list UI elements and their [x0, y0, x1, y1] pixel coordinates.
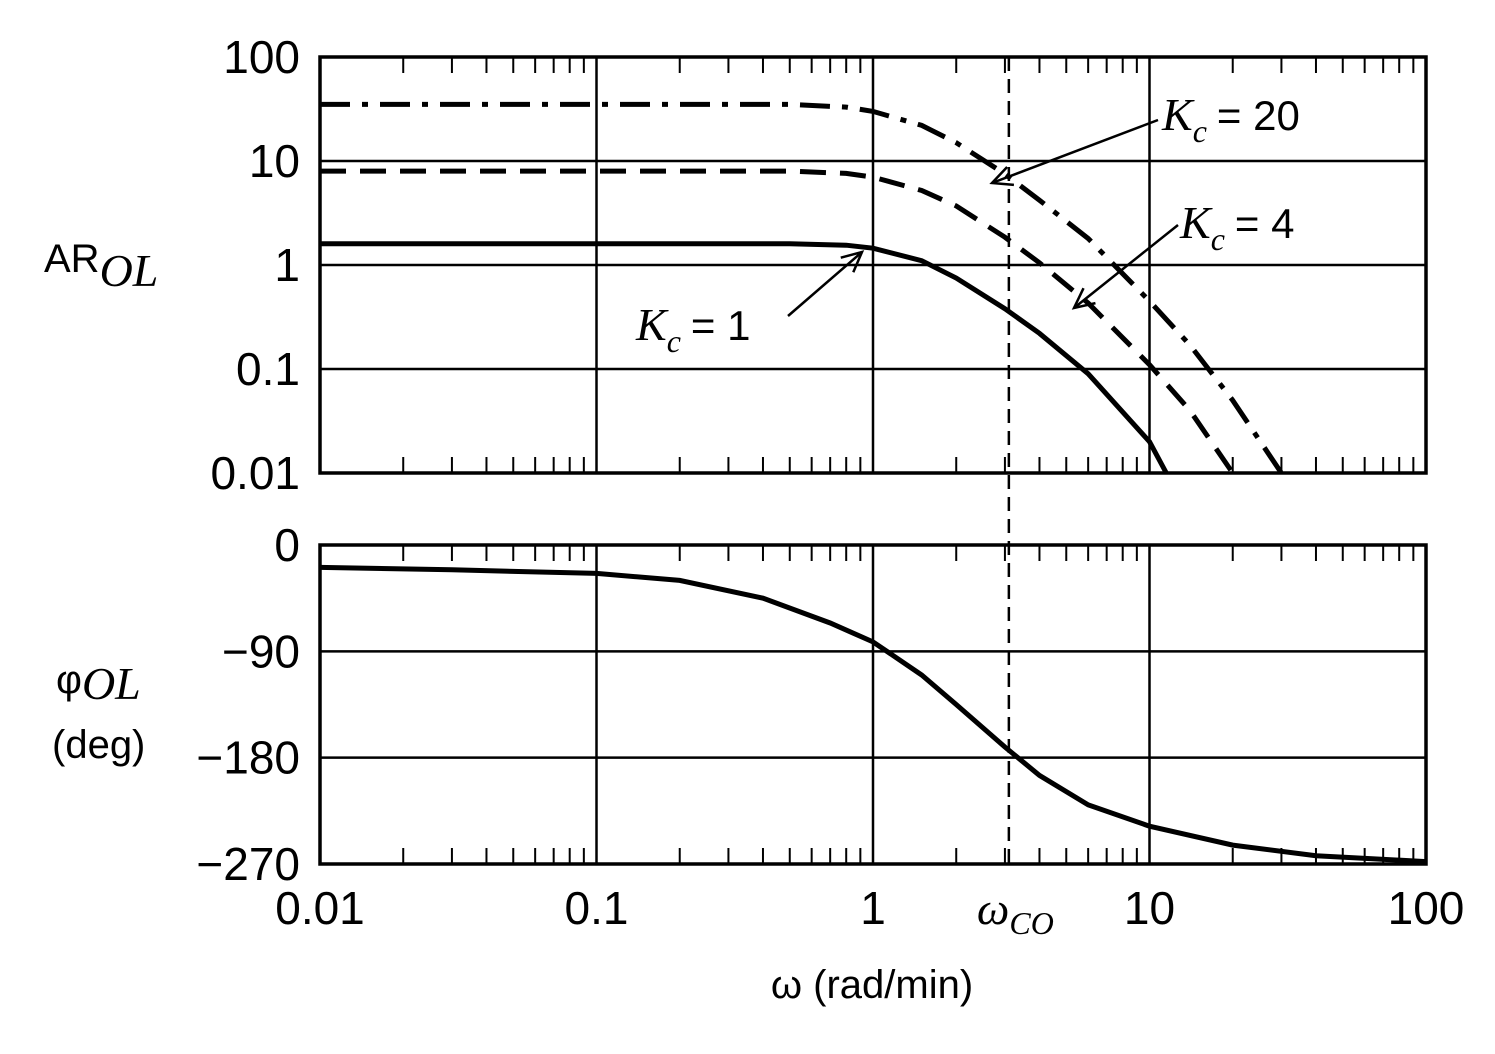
x-tick-label: 100: [1388, 882, 1465, 934]
magnitude-y-tick-label: 0.1: [236, 343, 300, 395]
magnitude-y-tick-label: 1: [274, 239, 300, 291]
magnitude-series-line-1: [320, 241, 1169, 475]
phase-y-tick-label: −90: [222, 625, 300, 677]
label-kc-4-arrowhead: [1071, 287, 1096, 310]
label-kc-4-leader: [1073, 224, 1179, 309]
phase-y-tick-label: −180: [196, 732, 300, 784]
magnitude-frame: [318, 55, 1428, 475]
magnitude-y-tick-label: 10: [249, 135, 300, 187]
magnitude-series-line-3: [320, 101, 1284, 475]
label-kc-4: Kc = 4: [1179, 197, 1294, 257]
ar-ol-axis-label: AROL: [44, 237, 158, 296]
magnitude-series-line-2: [320, 168, 1235, 475]
annotations: ωCO Kc = 20 Kc = 4 Kc = 1: [635, 57, 1300, 941]
label-kc-20-arrowhead: [989, 166, 1015, 187]
crossover-label: ωCO: [977, 883, 1054, 941]
magnitude-panel: 100 10 1 0.1 0.01: [210, 31, 1428, 499]
phase-frame: [318, 543, 1428, 866]
x-tick-label: 0.01: [275, 882, 365, 934]
phase-y-tick-label: 0: [274, 519, 300, 571]
x-tick-label: 1: [860, 882, 886, 934]
magnitude-y-tick-label: 100: [223, 31, 300, 83]
label-kc-1: Kc = 1: [635, 299, 750, 359]
label-kc-1-arrowhead: [840, 250, 865, 273]
x-axis-label: ω (rad/min): [771, 963, 973, 1007]
x-tick-label: 10: [1124, 882, 1175, 934]
svg-text:φOL: φOL: [56, 658, 141, 709]
phase-y-tick-label: −270: [196, 838, 300, 890]
magnitude-y-tick-label: 0.01: [210, 447, 300, 499]
phase-unit-label: (deg): [52, 723, 145, 767]
svg-text:AROL: AROL: [44, 237, 158, 296]
x-tick-label: 0.1: [565, 882, 629, 934]
label-kc-20-leader: [991, 118, 1159, 185]
label-kc-1-leader: [787, 251, 863, 317]
label-kc-20: Kc = 20: [1161, 89, 1300, 149]
phi-ol-axis-label: φOL (deg): [52, 658, 145, 767]
phase-series-line: [319, 564, 1427, 865]
